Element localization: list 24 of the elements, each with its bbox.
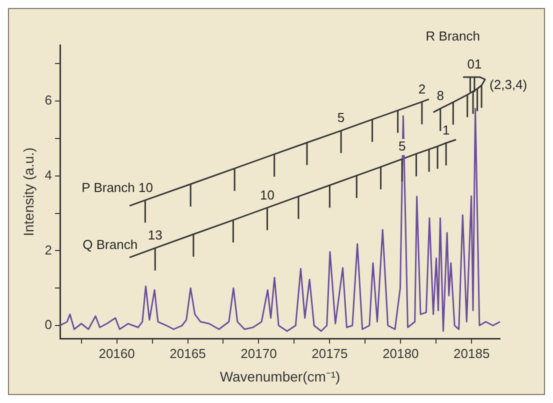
annotation: P Branch 10 [82,180,153,195]
y-tick-label: 4 [44,167,52,182]
annotation: 5 [398,138,406,154]
x-tick-label: 20175 [312,346,348,361]
x-tick-label: 20185 [454,346,490,361]
x-tick-label: 20165 [170,346,206,361]
annotation: 8 [436,88,444,104]
y-tick-label: 6 [44,92,52,108]
x-tick-label: 20170 [240,346,277,361]
annotation: 5 [337,110,345,126]
y-axis-title: Intensity (a.u.) [20,147,36,236]
x-tick-label: 20160 [98,346,135,361]
annotation: Q Branch [82,237,138,252]
text: R Branch [426,28,480,44]
annotation: 10 [260,187,274,202]
x-axis-title: Wavenumber(cm⁻¹) [220,368,340,384]
annotation: 2 [418,81,426,96]
annotation: 01 [467,56,482,72]
annotation: 1 [442,122,450,138]
y-tick-label: 0 [44,317,52,332]
annotation: (2,3,4) [490,76,528,92]
y-tick-label: 2 [44,242,52,258]
x-tick-label: 20180 [382,346,419,361]
annotation: 13 [148,228,162,243]
